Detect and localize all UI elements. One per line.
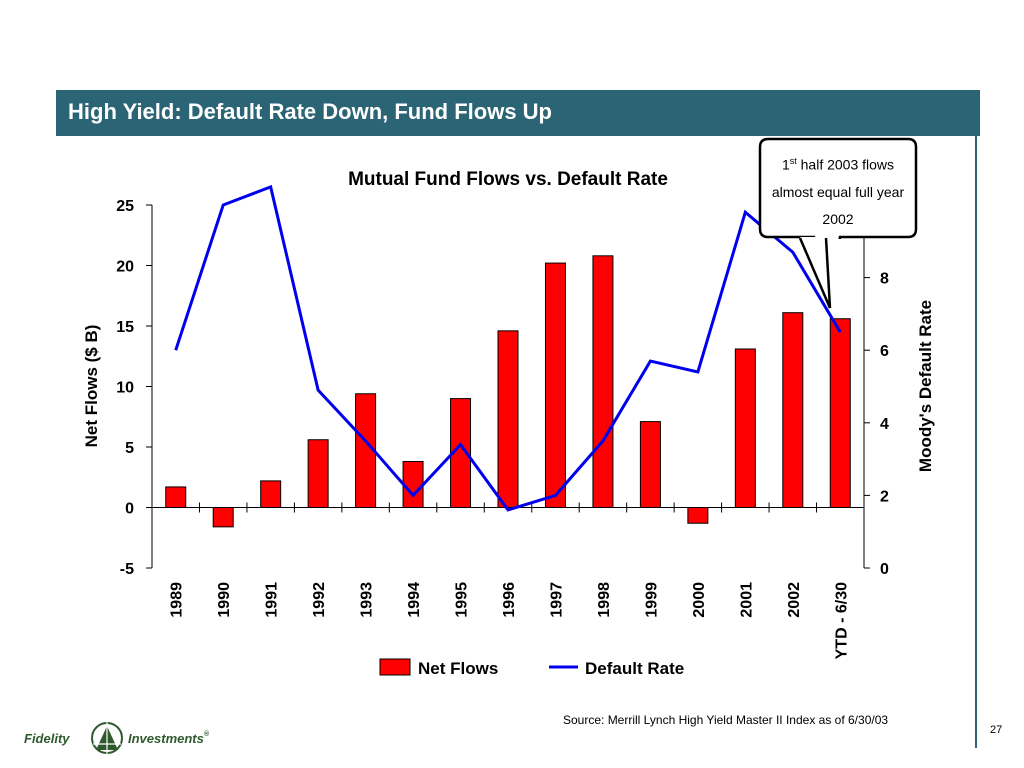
callout-body: half 2003 flows almost equal full year 2… [771,156,905,227]
logo-registered-mark: ® [203,731,210,738]
callout-text: 1st half 2003 flows almost equal full ye… [770,148,906,233]
chart-title: Mutual Fund Flows vs. Default Rate [348,169,668,190]
y2-tick-label: 2 [880,488,889,505]
bar-net-flows [734,348,756,508]
title-bar: High Yield: Default Rate Down, Fund Flow… [56,90,980,136]
y2-axis-label: Moody's Default Rate [916,300,935,472]
bar-net-flows [782,312,804,508]
y-tick-label: 25 [116,198,134,215]
legend-swatch-net-flows [379,658,411,676]
logo-left-word: Fidelity [24,731,70,746]
line-default-rate [174,184,842,512]
x-tick-label: 1994 [406,582,423,618]
fidelity-pyramid-logo-icon [91,722,123,754]
y2-tick-label: 0 [880,561,889,578]
y2-tick-label: 4 [880,416,889,433]
slide-title: High Yield: Default Rate Down, Fund Flow… [68,99,552,124]
fidelity-logo: Fidelity Investments® [20,720,260,756]
bar-net-flows [307,439,329,508]
y-tick-label: 5 [125,440,134,457]
x-tick-label: 1996 [501,582,518,618]
bar-net-flows [165,486,187,508]
logo-right-word: Investments® [128,731,209,746]
y-tick-label: 15 [116,319,134,336]
callout-bubble [758,137,918,239]
bar-net-flows [687,507,709,524]
x-tick-label: 2002 [786,582,803,618]
x-tick-label: 1992 [311,582,328,618]
x-tick-label: 1990 [216,582,233,618]
bar-net-flows [260,480,282,509]
y2-tick-label: 6 [880,343,889,360]
logo-right-text: Investments [128,731,204,746]
y-axis-label: Net Flows ($ B) [82,325,101,448]
y-tick-label: -5 [120,561,134,578]
x-tick-label: 1997 [548,582,565,618]
callout-ordinal: 1 [781,156,790,173]
page-number: 27 [990,724,1003,736]
right-divider [975,136,977,748]
x-tick-label: 1995 [454,582,471,618]
x-tick-label: YTD - 6/30 [833,582,850,659]
y-tick-label: 0 [125,501,134,518]
x-tick-label: 1999 [643,582,660,618]
x-tick-label: 1998 [596,582,613,618]
y-tick-label: 20 [116,259,134,276]
x-tick-label: 2000 [691,582,708,618]
bar-net-flows [212,507,234,528]
legend-label-net-flows: Net Flows [418,659,498,678]
bar-net-flows [829,318,851,508]
legend-label-default-rate: Default Rate [585,659,684,678]
y-tick-label: 10 [116,380,134,397]
y2-tick-label: 8 [880,271,889,288]
x-tick-label: 2001 [738,582,755,618]
bar-net-flows [544,262,566,508]
x-tick-label: 1989 [169,582,186,618]
callout-ordinal-suffix: st [789,156,797,166]
bar-net-flows [450,398,472,509]
source-note: Source: Merrill Lynch High Yield Master … [563,713,889,727]
bar-net-flows [639,421,661,508]
x-tick-label: 1991 [264,582,281,618]
x-tick-label: 1993 [359,582,376,618]
